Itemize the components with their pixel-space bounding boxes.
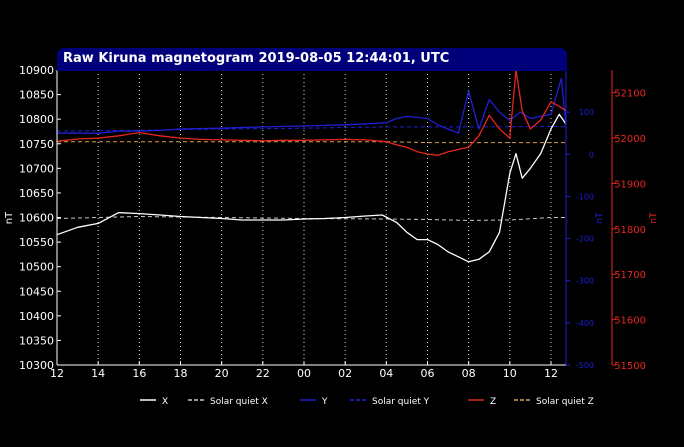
title-bar: [57, 48, 567, 71]
right-z-tick-label: 51800: [614, 225, 646, 236]
x-tick-label: 04: [379, 367, 393, 380]
left-tick-label: 10350: [19, 334, 54, 347]
left-axis-label: nT: [4, 211, 15, 224]
right-y-tick-label: -200: [576, 235, 594, 244]
left-tick-label: 10850: [19, 89, 54, 102]
series-line-z: [56, 69, 567, 156]
legend: X Solar quiet X Y Solar quiet Y Z Solar quiet…: [140, 397, 594, 407]
legend-label: Solar quiet X: [210, 397, 268, 407]
legend-label: Z: [490, 397, 496, 407]
left-tick-label: 10300: [19, 359, 54, 372]
right-y-axis-label: nT: [595, 212, 605, 224]
series-line-y: [57, 77, 567, 134]
x-tick-label: 10: [503, 367, 517, 380]
left-tick-label: 10750: [19, 138, 54, 151]
right-y-tick-label: 0: [589, 150, 594, 159]
legend-label: Solar quiet Z: [536, 397, 594, 407]
grid-lines: [97, 70, 552, 365]
right-y-tick-label: -400: [576, 319, 594, 328]
x-tick-label: 00: [297, 367, 311, 380]
right-z-axis-label: nT: [649, 212, 659, 224]
x-tick-label: 08: [462, 367, 476, 380]
x-tick-label: 18: [173, 367, 187, 380]
legend-label: X: [162, 397, 168, 407]
legend-label: Solar quiet Y: [372, 397, 430, 407]
left-tick-label: 10400: [19, 310, 54, 323]
left-tick-label: 10650: [19, 187, 54, 200]
left-tick-label: 10500: [19, 261, 54, 274]
right-y-tick-label: -300: [576, 277, 594, 286]
right-z-tick-label: 51900: [614, 179, 646, 190]
series-line-solar-quiet-y: [56, 126, 566, 132]
solar-quiet-lines: [56, 126, 566, 221]
x-tick-label: 12: [50, 367, 64, 380]
series-line-solar-quiet-z: [57, 141, 566, 144]
right-z-tick-label: 51700: [614, 270, 646, 281]
right-z-tick-label: 51500: [614, 361, 646, 372]
axes: 12 14 16 18 20 22 00 02 04 06 08 10 1210300103501040…: [4, 64, 659, 380]
left-tick-label: 10700: [19, 162, 54, 175]
right-z-tick-label: 51600: [614, 316, 646, 327]
left-tick-label: 10450: [19, 285, 54, 298]
left-tick-label: 10550: [19, 236, 54, 249]
x-tick-label: 14: [91, 367, 105, 380]
right-z-tick-label: 52100: [614, 89, 646, 100]
left-tick-label: 10900: [19, 64, 54, 77]
left-tick-label: 10800: [19, 113, 54, 126]
right-y-tick-label: -100: [576, 192, 594, 201]
series-line-x: [56, 113, 567, 263]
x-tick-label: 20: [215, 367, 229, 380]
series-lines: [56, 69, 567, 263]
x-tick-label: 16: [132, 367, 146, 380]
chart-title: Raw Kiruna magnetogram 2019-08-05 12:44:…: [63, 51, 450, 66]
right-z-tick-label: 52000: [614, 134, 646, 145]
x-tick-label: 22: [256, 367, 270, 380]
legend-label: Y: [321, 397, 328, 407]
x-tick-label: 02: [338, 367, 352, 380]
x-tick-label: 12: [544, 367, 558, 380]
left-tick-label: 10600: [19, 212, 54, 225]
right-y-tick-label: -500: [576, 361, 594, 370]
x-tick-label: 06: [420, 367, 434, 380]
right-y-tick-label: 100: [579, 108, 594, 117]
